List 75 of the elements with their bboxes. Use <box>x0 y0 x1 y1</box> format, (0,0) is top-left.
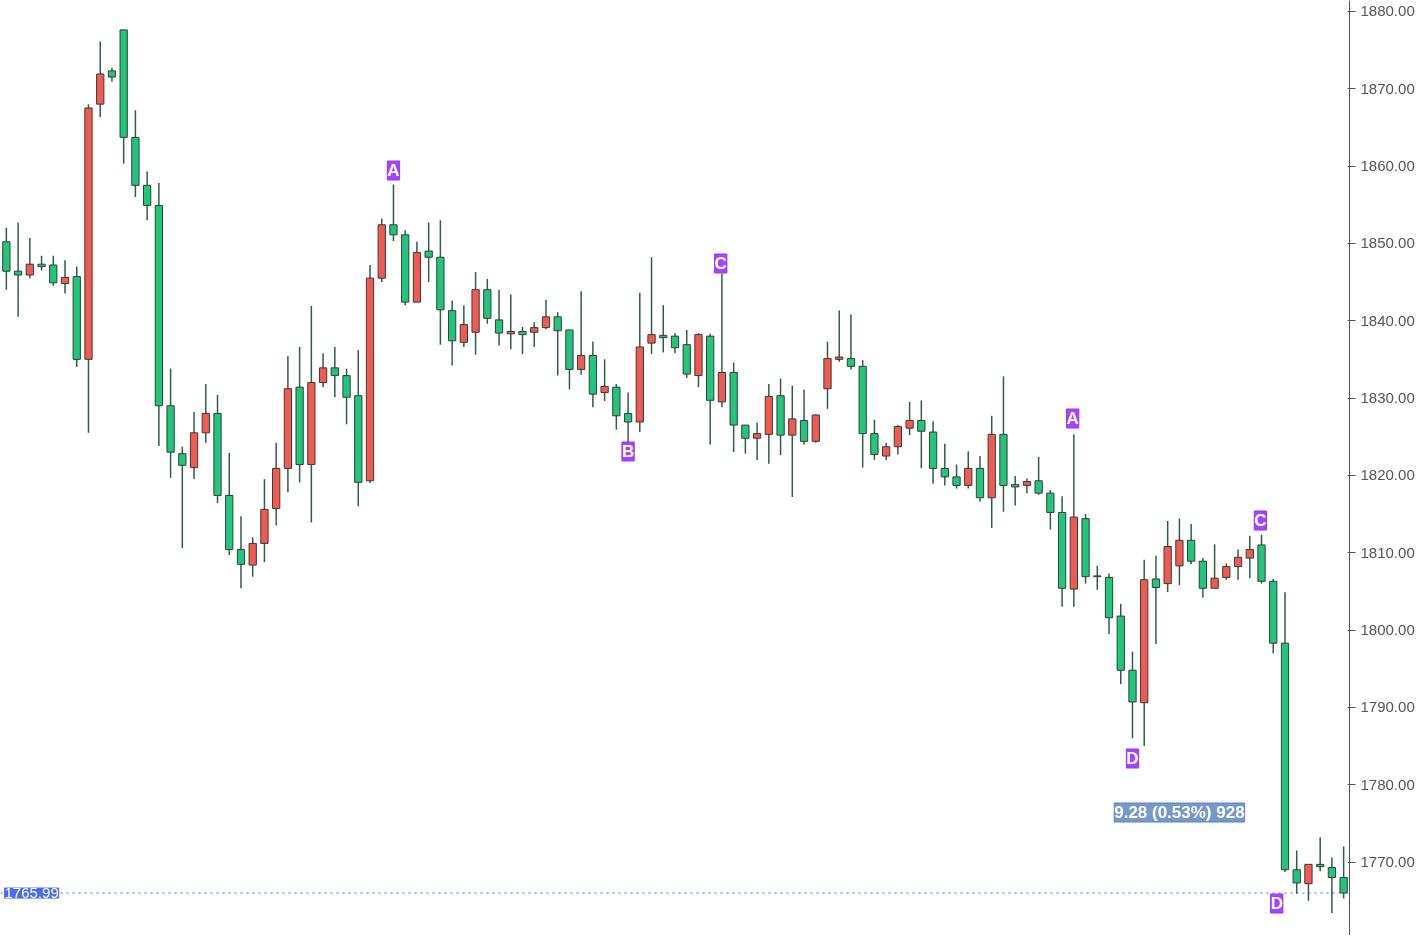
candlestick <box>13 221 23 318</box>
candlestick <box>142 170 152 221</box>
y-tick-label: 1880.00 <box>1360 2 1415 20</box>
candlestick <box>1292 849 1301 895</box>
candlestick <box>518 326 527 355</box>
annotation: A <box>1066 409 1079 428</box>
candlestick <box>318 352 328 388</box>
candlestick <box>952 463 961 490</box>
candlestick <box>1093 565 1102 591</box>
candlestick <box>917 399 926 470</box>
annotation: D <box>1270 894 1283 913</box>
candlestick <box>577 290 586 376</box>
candlestick <box>964 450 973 490</box>
candlestick <box>905 401 914 436</box>
candlestick <box>389 183 398 242</box>
y-tick-label: 1850.00 <box>1360 234 1415 252</box>
candlestick <box>670 332 680 354</box>
candlestick <box>1022 477 1032 494</box>
candlestick <box>541 299 551 330</box>
candlestick <box>25 237 34 279</box>
candlestick <box>1210 543 1219 590</box>
y-tick-label: 1780.00 <box>1360 775 1415 793</box>
annotation: C <box>714 254 727 273</box>
candlestick <box>1011 475 1020 507</box>
candlestick <box>1046 489 1055 531</box>
candlestick <box>846 313 856 371</box>
candlestick <box>647 256 656 355</box>
y-tick-label: 1870.00 <box>1360 79 1415 97</box>
candlestick <box>506 293 515 351</box>
ref-line-label: 1765.99 <box>4 884 59 902</box>
candlestick <box>424 221 433 283</box>
candlestick <box>893 424 903 456</box>
y-tick-label: 1800.00 <box>1360 621 1415 639</box>
y-tick-label: 1770.00 <box>1360 853 1415 871</box>
candlestick <box>330 346 339 398</box>
candlestick <box>752 422 762 461</box>
candlestick <box>1304 863 1313 902</box>
y-tick-label: 1790.00 <box>1360 698 1415 716</box>
y-tick-label: 1840.00 <box>1360 311 1415 329</box>
candlestick <box>1316 836 1325 873</box>
candlestick <box>553 311 562 377</box>
candlestick <box>1151 555 1161 645</box>
candlestick <box>1339 845 1348 900</box>
candlestick <box>1034 456 1043 496</box>
annotation: 9.28 (0.53%) 928 <box>1114 803 1245 822</box>
candlestick <box>788 384 797 498</box>
candlestick <box>835 309 844 363</box>
candlestick <box>236 515 246 590</box>
candlestick <box>248 536 257 578</box>
y-tick-label: 1820.00 <box>1360 466 1415 484</box>
candlestick <box>530 321 539 348</box>
candlestick <box>940 442 949 487</box>
candlestick <box>1327 856 1337 914</box>
annotation: C <box>1254 511 1267 530</box>
annotation: B <box>621 442 635 461</box>
candlestick <box>600 358 609 402</box>
annotation: D <box>1126 749 1139 768</box>
candlestick <box>1187 523 1196 566</box>
candlestick <box>178 445 187 549</box>
candlestick <box>741 424 750 455</box>
candlestick <box>201 383 210 444</box>
annotation: A <box>387 161 400 180</box>
candlestick <box>494 288 504 347</box>
candlestick <box>459 304 468 348</box>
y-tick-label: 1830.00 <box>1360 389 1415 407</box>
candlestick <box>60 259 70 295</box>
candlestick <box>1233 548 1243 581</box>
candlestick <box>799 388 809 446</box>
y-tick-label: 1860.00 <box>1360 157 1415 174</box>
candlestick <box>342 367 351 426</box>
candlestick <box>870 418 879 461</box>
candlestick <box>49 254 58 287</box>
candlestick <box>1245 534 1254 579</box>
y-tick-label: 1810.00 <box>1360 543 1415 561</box>
candlestick <box>659 304 668 354</box>
